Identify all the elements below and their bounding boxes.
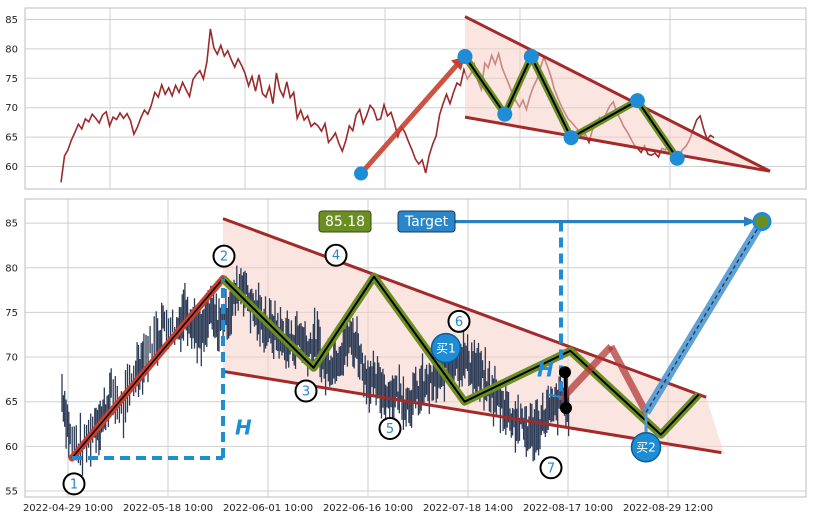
detail-point-marker bbox=[294, 379, 318, 403]
detail-x-tick-label: 2022-05-18 10:00 bbox=[123, 503, 213, 514]
overview-wedge-upper-line bbox=[464, 15, 771, 173]
detail-y-tick-label: 80 bbox=[5, 263, 18, 274]
detail-point-marker bbox=[539, 456, 563, 480]
detail-x-tick-label: 2022-04-29 10:00 bbox=[23, 503, 113, 514]
detail-breakout-dot-top bbox=[559, 366, 571, 379]
detail-buy-marker bbox=[430, 332, 462, 364]
overview-y-tick-label: 80 bbox=[5, 44, 18, 55]
detail-point-marker bbox=[324, 243, 348, 267]
detail-measure-label-left: H bbox=[235, 416, 252, 440]
detail-y-tick-label: 55 bbox=[5, 487, 18, 498]
overview-start-dot bbox=[354, 166, 368, 181]
detail-x-tick-label: 2022-06-16 10:00 bbox=[323, 503, 413, 514]
detail-breakout-tick bbox=[547, 393, 563, 399]
detail-buy-label: 买2 bbox=[636, 441, 656, 455]
detail-point-marker bbox=[378, 416, 402, 440]
detail-buy-label: 买1 bbox=[436, 342, 456, 356]
detail-target-arrowhead bbox=[744, 216, 756, 227]
detail-target-label: Target bbox=[404, 214, 449, 230]
overview-panel: 60 65 70 75 80 85 bbox=[5, 7, 807, 190]
detail-projection-up-2-inner bbox=[645, 220, 763, 413]
detail-y-tick-label: 70 bbox=[5, 353, 18, 364]
detail-wedge-fill bbox=[223, 218, 725, 455]
detail-y-tick-label: 75 bbox=[5, 308, 18, 319]
overview-y-tick-label: 70 bbox=[5, 103, 18, 114]
detail-target-dot bbox=[752, 211, 772, 231]
detail-point-label: 5 bbox=[386, 422, 394, 437]
overview-pivot-dot bbox=[523, 49, 539, 65]
overview-zigzag-inner bbox=[464, 55, 678, 159]
detail-projection-down bbox=[607, 344, 650, 415]
overview-pivot-dot bbox=[629, 93, 645, 109]
detail-rise-leg-inner bbox=[71, 277, 224, 459]
detail-x-tick-label: 2022-07-18 14:00 bbox=[423, 503, 513, 514]
detail-point-marker bbox=[447, 309, 471, 333]
detail-zigzag-inner bbox=[222, 275, 700, 436]
detail-target-box bbox=[397, 210, 456, 233]
detail-point-label: 7 bbox=[547, 461, 555, 476]
detail-buy-marker bbox=[630, 431, 662, 463]
detail-point-label: 6 bbox=[455, 315, 463, 330]
overview-pivot-dot bbox=[497, 106, 513, 122]
overview-wedge-lower-line bbox=[464, 115, 771, 173]
overview-y-tick-label: 85 bbox=[5, 15, 18, 26]
overview-y-tick-label: 60 bbox=[5, 162, 18, 173]
overview-plot-frame bbox=[24, 7, 807, 190]
detail-price-box bbox=[318, 210, 372, 233]
detail-y-tick-label: 65 bbox=[5, 397, 18, 408]
detail-x-tick-label: 2022-08-17 10:00 bbox=[523, 503, 613, 514]
detail-y-tick-label: 60 bbox=[5, 442, 18, 453]
detail-point-marker bbox=[212, 244, 236, 268]
overview-rise-leg bbox=[359, 60, 461, 176]
detail-projection-up-1 bbox=[558, 343, 614, 403]
detail-breakout-dot-bottom bbox=[560, 401, 572, 414]
overview-y-tick-label: 75 bbox=[5, 74, 18, 85]
detail-point-label: 2 bbox=[220, 250, 228, 265]
detail-point-label: 3 bbox=[302, 384, 310, 399]
overview-y-tick-label: 65 bbox=[5, 133, 18, 144]
detail-x-tick-label: 2022-06-01 10:00 bbox=[223, 503, 313, 514]
detail-point-label: 4 bbox=[332, 249, 340, 264]
overview-pivot-dot bbox=[669, 150, 685, 166]
detail-point-label: 1 bbox=[70, 477, 78, 492]
detail-measure-label-right: H bbox=[537, 358, 554, 382]
overview-pivot-dot bbox=[457, 49, 473, 65]
detail-price-label: 85.18 bbox=[325, 214, 365, 230]
overview-pivot-dot bbox=[563, 130, 579, 146]
detail-point-marker bbox=[62, 472, 86, 496]
detail-y-tick-label: 85 bbox=[5, 219, 18, 230]
detail-x-tick-label: 2022-08-29 12:00 bbox=[623, 503, 713, 514]
